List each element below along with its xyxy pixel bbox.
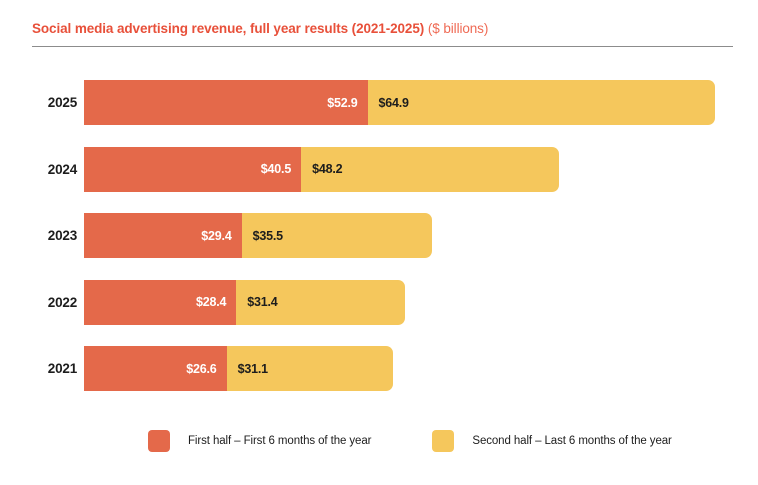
bar-track: $52.9 $64.9 (84, 80, 716, 125)
bar-segment-second-half[interactable]: $31.4 (236, 279, 405, 325)
bar-value-label-first-half: $28.4 (195, 295, 227, 309)
bar-row: 2021 $26.6 $31.1 (0, 346, 758, 391)
bar-year-label: 2021 (47, 361, 77, 376)
bar-segment-first-half[interactable]: $40.5 (84, 146, 302, 192)
bar-track: $29.4 $35.5 (84, 213, 432, 258)
bar-year-label: 2023 (47, 228, 77, 243)
header-divider (32, 46, 733, 47)
bar-value-label-second-half: $31.4 (247, 295, 278, 309)
bar-year-label: 2025 (47, 95, 77, 110)
bar-row: 2025 $52.9 $64.9 (0, 80, 758, 125)
bar-track: $40.5 $48.2 (84, 146, 560, 192)
bar-value-label-second-half: $31.1 (237, 361, 268, 376)
bar-segment-second-half[interactable]: $35.5 (241, 213, 432, 258)
bar-segment-second-half[interactable]: $31.1 (226, 346, 394, 391)
chart-legend: First half – First 6 months of the year … (148, 429, 672, 453)
bar-row: 2024 $40.5 $48.2 (0, 146, 758, 192)
legend-item-first-half[interactable]: First half – First 6 months of the year (148, 430, 371, 452)
legend-label-second-half: Second half – Last 6 months of the year (472, 435, 672, 447)
legend-swatch-second-half (432, 430, 455, 452)
chart-header: Social media advertising revenue, full y… (32, 20, 733, 47)
legend-swatch-first-half (148, 430, 170, 452)
bar-value-label-second-half: $64.9 (378, 95, 409, 110)
bar-value-label-second-half: $48.2 (312, 162, 343, 176)
bar-year-label: 2024 (47, 161, 77, 177)
page-title: Social media advertising revenue, full y… (32, 20, 733, 37)
bar-value-label-first-half: $52.9 (327, 95, 358, 110)
bar-segment-first-half[interactable]: $52.9 (84, 80, 368, 125)
bar-segment-first-half[interactable]: $26.6 (84, 346, 227, 391)
bar-segment-second-half[interactable]: $64.9 (367, 80, 716, 125)
title-main-text: Social media advertising revenue, full y… (32, 21, 425, 36)
title-unit-text: ($ billions) (427, 21, 489, 36)
bar-segment-first-half[interactable]: $28.4 (84, 279, 237, 325)
bar-segment-first-half[interactable]: $29.4 (84, 213, 242, 258)
bar-value-label-first-half: $40.5 (260, 162, 292, 176)
bar-year-label: 2022 (47, 294, 77, 310)
legend-label-first-half: First half – First 6 months of the year (188, 435, 372, 447)
bar-value-label-first-half: $26.6 (186, 361, 217, 376)
bar-segment-second-half[interactable]: $48.2 (301, 146, 560, 192)
legend-item-second-half[interactable]: Second half – Last 6 months of the year (432, 430, 672, 452)
bar-row: 2022 $28.4 $31.4 (0, 279, 758, 325)
bar-value-label-second-half: $35.5 (252, 228, 283, 243)
bar-track: $26.6 $31.1 (84, 346, 394, 391)
bar-row: 2023 $29.4 $35.5 (0, 213, 758, 258)
bar-value-label-first-half: $29.4 (201, 228, 232, 243)
bar-track: $28.4 $31.4 (84, 279, 405, 325)
